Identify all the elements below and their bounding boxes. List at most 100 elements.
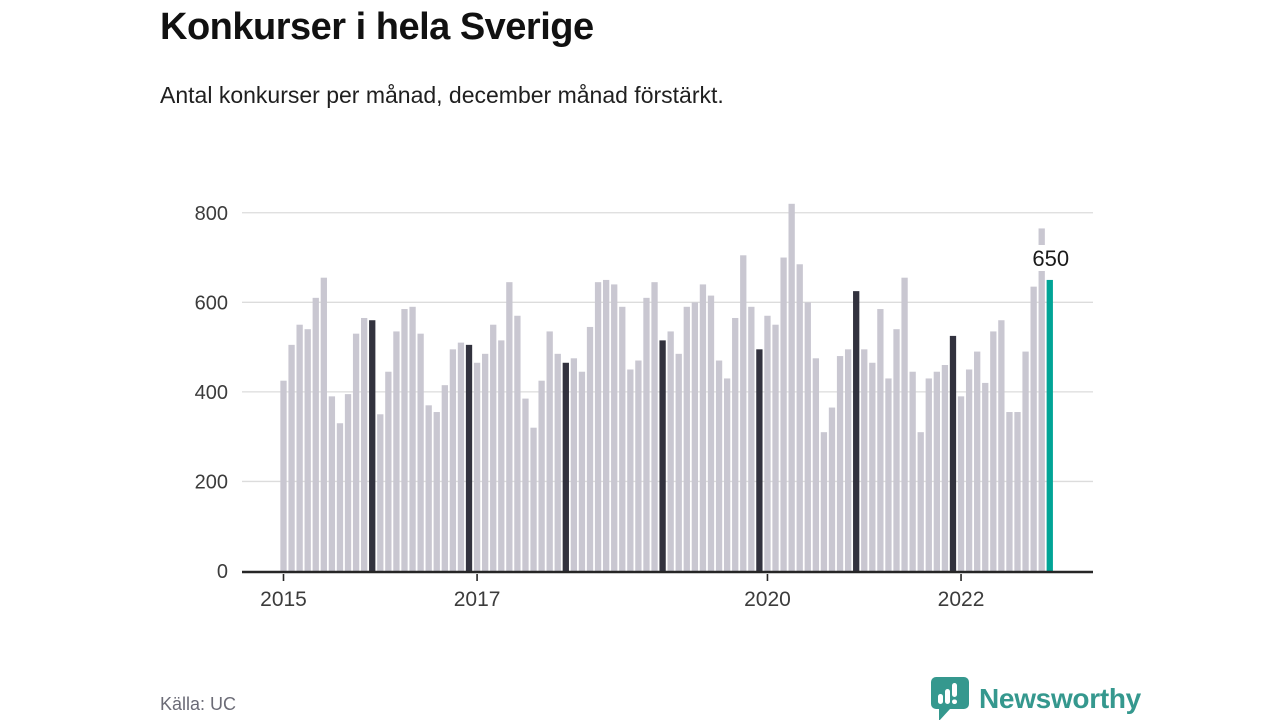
bar xyxy=(820,432,828,571)
bar xyxy=(530,427,537,571)
bar xyxy=(401,309,408,571)
bar xyxy=(723,378,731,571)
bar xyxy=(740,255,747,572)
annotation-backdrop xyxy=(1024,245,1075,271)
bar-latest xyxy=(1046,279,1053,571)
bar xyxy=(361,317,368,571)
bar xyxy=(1006,412,1013,571)
bar xyxy=(764,315,771,571)
bar xyxy=(788,203,795,572)
bar xyxy=(836,356,844,571)
bar xyxy=(715,360,723,571)
bar xyxy=(514,315,521,571)
bar xyxy=(328,396,336,571)
bar xyxy=(982,382,989,571)
chart-title: Konkurser i hela Sverige xyxy=(160,6,594,48)
bar xyxy=(336,423,344,571)
bar xyxy=(482,353,489,571)
bar-december xyxy=(369,320,376,571)
bar xyxy=(602,279,610,571)
bar xyxy=(344,394,352,571)
bar xyxy=(538,380,545,571)
bar xyxy=(498,340,505,571)
latest-value-label: 650 xyxy=(1032,246,1069,271)
bar xyxy=(667,331,674,571)
bar xyxy=(844,349,852,571)
bar-december xyxy=(562,362,569,571)
bar xyxy=(449,349,457,571)
source-note: Källa: UC xyxy=(160,694,237,714)
bar xyxy=(780,257,787,571)
bar xyxy=(683,306,690,571)
bar xyxy=(433,412,440,571)
bar xyxy=(586,326,594,571)
y-axis-tick-label: 600 xyxy=(195,292,228,314)
bar xyxy=(522,398,529,571)
bar xyxy=(812,358,820,571)
bar xyxy=(619,306,626,571)
bar xyxy=(651,282,658,571)
bar xyxy=(877,309,884,571)
bar xyxy=(425,405,432,571)
bar-december xyxy=(756,349,763,571)
bar xyxy=(643,297,650,571)
newsworthy-logo: Newsworthy xyxy=(930,676,1141,720)
x-axis-tick-label: 2022 xyxy=(938,588,985,611)
bar xyxy=(941,365,949,571)
newsworthy-wordmark: Newsworthy xyxy=(979,683,1141,714)
bar-december xyxy=(853,291,860,572)
bar xyxy=(304,329,311,571)
bar xyxy=(861,349,868,571)
bar xyxy=(570,358,578,571)
bar xyxy=(796,264,803,571)
y-axis-tick-label: 800 xyxy=(195,203,228,225)
bar xyxy=(732,317,739,571)
bar xyxy=(457,342,465,571)
bar xyxy=(901,277,908,571)
bar xyxy=(1030,286,1037,571)
bar xyxy=(675,353,682,571)
bar xyxy=(1022,351,1029,571)
x-axis-tick-label: 2015 xyxy=(260,588,307,611)
bar-december xyxy=(659,340,666,571)
bar xyxy=(990,331,997,571)
bar xyxy=(1014,412,1021,571)
bar xyxy=(804,302,811,571)
bar xyxy=(635,360,642,571)
bar xyxy=(385,371,392,571)
bar xyxy=(611,284,618,571)
bar xyxy=(594,282,602,571)
bar xyxy=(707,295,715,571)
bar xyxy=(885,378,892,571)
bar xyxy=(473,362,481,571)
bar xyxy=(893,329,900,571)
bar xyxy=(925,378,932,571)
chart-subtitle: Antal konkurser per månad, december måna… xyxy=(160,82,724,108)
bar xyxy=(320,277,327,571)
bar xyxy=(441,385,448,571)
bar xyxy=(506,282,513,571)
newsworthy-icon xyxy=(931,677,969,720)
bar xyxy=(377,414,384,571)
bar xyxy=(296,324,303,571)
bar xyxy=(409,306,416,571)
bar xyxy=(869,362,876,571)
bar xyxy=(393,331,400,571)
bar xyxy=(748,306,755,571)
bar xyxy=(772,324,779,571)
bar xyxy=(417,333,424,571)
bar xyxy=(627,369,634,571)
bar xyxy=(933,371,940,571)
bar xyxy=(1038,228,1045,571)
bar xyxy=(554,353,561,571)
bar xyxy=(280,380,287,571)
y-axis-tick-label: 400 xyxy=(195,382,228,404)
bar xyxy=(288,344,295,571)
bar xyxy=(546,331,553,571)
bar xyxy=(998,320,1005,571)
bar-december xyxy=(949,335,957,571)
bar xyxy=(312,297,319,571)
bar xyxy=(490,324,497,571)
bar xyxy=(828,407,836,571)
